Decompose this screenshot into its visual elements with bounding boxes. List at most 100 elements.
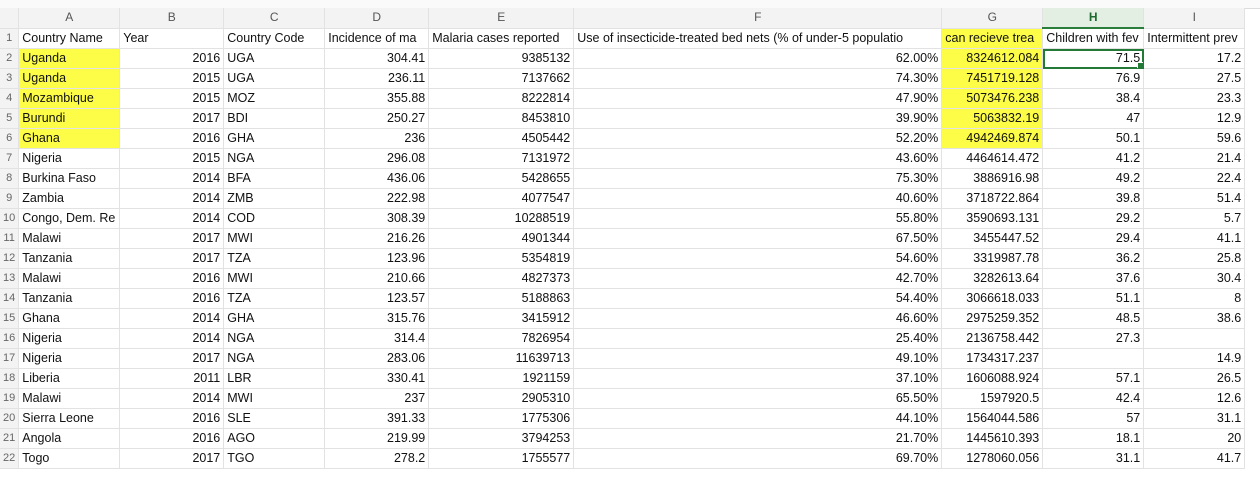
cell-c[interactable]: TZA: [223, 248, 326, 269]
column-title-d[interactable]: Incidence of ma: [324, 28, 430, 49]
row-number[interactable]: 6: [0, 128, 20, 149]
cell-a[interactable]: Tanzania: [18, 248, 121, 269]
cell-d[interactable]: 250.27: [324, 108, 430, 129]
row-number[interactable]: 3: [0, 68, 20, 89]
cell-f[interactable]: 54.60%: [573, 248, 943, 269]
cell-c[interactable]: NGA: [223, 328, 326, 349]
cell-h[interactable]: 36.2: [1042, 248, 1145, 269]
cell-d[interactable]: 296.08: [324, 148, 430, 169]
cell-h[interactable]: [1042, 348, 1145, 369]
cell-h[interactable]: 71.5: [1042, 48, 1145, 69]
cell-g[interactable]: 3886916.98: [941, 168, 1044, 189]
cell-i[interactable]: 22.4: [1143, 168, 1246, 189]
cell-f[interactable]: 40.60%: [573, 188, 943, 209]
cell-i[interactable]: 12.6: [1143, 388, 1246, 409]
column-header-c[interactable]: C: [223, 8, 326, 29]
cell-d[interactable]: 315.76: [324, 308, 430, 329]
row-number[interactable]: 16: [0, 328, 20, 349]
column-title-f[interactable]: Use of insecticide-treated bed nets (% o…: [573, 28, 943, 49]
column-header-b[interactable]: B: [119, 8, 225, 29]
cell-g[interactable]: 3590693.131: [941, 208, 1044, 229]
row-number[interactable]: 9: [0, 188, 20, 209]
cell-h[interactable]: 57: [1042, 408, 1145, 429]
row-number[interactable]: 21: [0, 428, 20, 449]
cell-g[interactable]: 4942469.874: [941, 128, 1044, 149]
cell-a[interactable]: Congo, Dem. Re: [18, 208, 121, 229]
cell-c[interactable]: MWI: [223, 228, 326, 249]
cell-i[interactable]: 12.9: [1143, 108, 1246, 129]
cell-d[interactable]: 330.41: [324, 368, 430, 389]
cell-i[interactable]: 27.5: [1143, 68, 1246, 89]
cell-c[interactable]: UGA: [223, 48, 326, 69]
cell-e[interactable]: 4077547: [428, 188, 575, 209]
cell-h[interactable]: 76.9: [1042, 68, 1145, 89]
cell-f[interactable]: 46.60%: [573, 308, 943, 329]
cell-a[interactable]: Togo: [18, 448, 121, 469]
cell-d[interactable]: 216.26: [324, 228, 430, 249]
row-number[interactable]: 14: [0, 288, 20, 309]
cell-e[interactable]: 9385132: [428, 48, 575, 69]
cell-f[interactable]: 62.00%: [573, 48, 943, 69]
cell-b[interactable]: 2014: [119, 168, 225, 189]
cell-g[interactable]: 7451719.128: [941, 68, 1044, 89]
cell-g[interactable]: 3718722.864: [941, 188, 1044, 209]
cell-i[interactable]: 25.8: [1143, 248, 1246, 269]
cell-f[interactable]: 44.10%: [573, 408, 943, 429]
cell-i[interactable]: 8: [1143, 288, 1246, 309]
cell-h[interactable]: 41.2: [1042, 148, 1145, 169]
cell-g[interactable]: 5063832.19: [941, 108, 1044, 129]
cell-c[interactable]: GHA: [223, 308, 326, 329]
cell-c[interactable]: NGA: [223, 348, 326, 369]
cell-h[interactable]: 38.4: [1042, 88, 1145, 109]
cell-i[interactable]: 59.6: [1143, 128, 1246, 149]
row-number[interactable]: 15: [0, 308, 20, 329]
cell-g[interactable]: 5073476.238: [941, 88, 1044, 109]
cell-a[interactable]: Burundi: [18, 108, 121, 129]
cell-h[interactable]: 39.8: [1042, 188, 1145, 209]
column-header-h[interactable]: H: [1042, 8, 1145, 29]
cell-a[interactable]: Sierra Leone: [18, 408, 121, 429]
cell-e[interactable]: 3794253: [428, 428, 575, 449]
cell-a[interactable]: Burkina Faso: [18, 168, 121, 189]
cell-e[interactable]: 4827373: [428, 268, 575, 289]
cell-g[interactable]: 3455447.52: [941, 228, 1044, 249]
cell-c[interactable]: LBR: [223, 368, 326, 389]
cell-b[interactable]: 2014: [119, 208, 225, 229]
cell-d[interactable]: 236.11: [324, 68, 430, 89]
column-title-h[interactable]: Children with fev: [1042, 28, 1145, 49]
cell-d[interactable]: 222.98: [324, 188, 430, 209]
cell-c[interactable]: AGO: [223, 428, 326, 449]
cell-g[interactable]: 1564044.586: [941, 408, 1044, 429]
cell-c[interactable]: SLE: [223, 408, 326, 429]
cell-h[interactable]: 47: [1042, 108, 1145, 129]
cell-h[interactable]: 42.4: [1042, 388, 1145, 409]
cell-h[interactable]: 50.1: [1042, 128, 1145, 149]
cell-b[interactable]: 2017: [119, 108, 225, 129]
cell-f[interactable]: 74.30%: [573, 68, 943, 89]
cell-i[interactable]: 31.1: [1143, 408, 1246, 429]
cell-c[interactable]: UGA: [223, 68, 326, 89]
cell-d[interactable]: 219.99: [324, 428, 430, 449]
cell-h[interactable]: 27.3: [1042, 328, 1145, 349]
cell-f[interactable]: 47.90%: [573, 88, 943, 109]
cell-a[interactable]: Uganda: [18, 48, 121, 69]
cell-b[interactable]: 2011: [119, 368, 225, 389]
cell-d[interactable]: 304.41: [324, 48, 430, 69]
cell-d[interactable]: 355.88: [324, 88, 430, 109]
cell-d[interactable]: 236: [324, 128, 430, 149]
cell-h[interactable]: 18.1: [1042, 428, 1145, 449]
cell-h[interactable]: 48.5: [1042, 308, 1145, 329]
cell-a[interactable]: Nigeria: [18, 148, 121, 169]
cell-f[interactable]: 69.70%: [573, 448, 943, 469]
cell-a[interactable]: Nigeria: [18, 328, 121, 349]
cell-d[interactable]: 210.66: [324, 268, 430, 289]
cell-c[interactable]: BDI: [223, 108, 326, 129]
cell-h[interactable]: 29.2: [1042, 208, 1145, 229]
cell-h[interactable]: 31.1: [1042, 448, 1145, 469]
cell-b[interactable]: 2017: [119, 228, 225, 249]
cell-b[interactable]: 2016: [119, 48, 225, 69]
row-number[interactable]: 20: [0, 408, 20, 429]
cell-a[interactable]: Ghana: [18, 128, 121, 149]
cell-g[interactable]: 3066618.033: [941, 288, 1044, 309]
cell-i[interactable]: 20: [1143, 428, 1246, 449]
